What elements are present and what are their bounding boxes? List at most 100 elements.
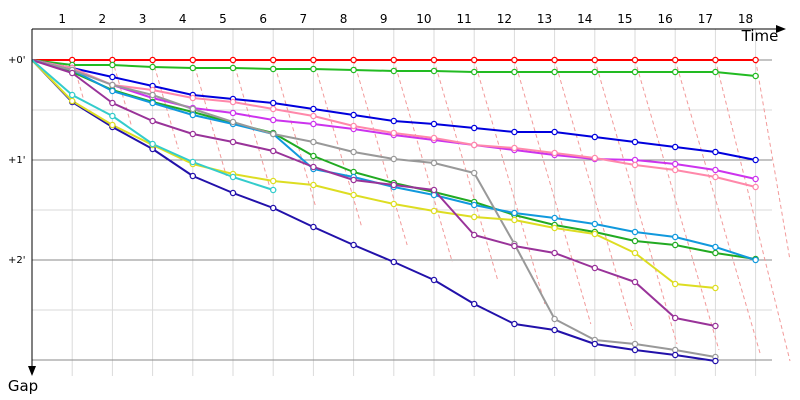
- data-point: [470, 213, 478, 221]
- data-point: [712, 284, 719, 292]
- data-point: [269, 130, 277, 138]
- data-point: [752, 156, 759, 164]
- data-point: [470, 141, 478, 149]
- data-point: [470, 124, 478, 132]
- series-line: [31, 59, 716, 289]
- lap-connector: [152, 59, 179, 150]
- data-point: [511, 56, 518, 64]
- lap-tick-label: 3: [139, 12, 147, 26]
- data-point: [631, 138, 639, 146]
- data-point: [310, 181, 317, 189]
- data-point: [551, 249, 558, 257]
- lap-connector-layer: [71, 59, 791, 362]
- data-point: [551, 214, 558, 222]
- data-point: [551, 56, 558, 64]
- lap-tick-label: 7: [300, 12, 308, 26]
- data-point: [109, 87, 116, 95]
- data-point: [149, 91, 156, 99]
- data-point: [189, 158, 197, 166]
- data-point: [109, 73, 116, 81]
- data-point: [470, 68, 478, 76]
- data-point: [229, 118, 237, 126]
- data-point: [269, 177, 277, 185]
- data-point: [752, 175, 759, 183]
- data-point: [591, 220, 599, 228]
- data-point: [671, 314, 679, 322]
- data-point: [631, 228, 639, 236]
- lap-tick-label: 10: [416, 12, 431, 26]
- lap-connector: [674, 59, 762, 356]
- data-point: [390, 200, 398, 208]
- series-layer: [31, 56, 759, 365]
- data-point: [390, 56, 398, 64]
- data-point: [109, 99, 116, 107]
- data-point: [390, 181, 398, 189]
- data-point: [310, 138, 317, 146]
- lap-tick-label: 12: [497, 12, 512, 26]
- lap-connector: [272, 59, 317, 209]
- data-point: [591, 230, 599, 238]
- data-point: [712, 322, 719, 330]
- series-line: [31, 59, 716, 327]
- data-point: [470, 231, 478, 239]
- lap-connector: [473, 59, 546, 305]
- lap-connector: [554, 59, 634, 331]
- data-point: [430, 207, 438, 215]
- data-point: [269, 186, 277, 194]
- data-point: [350, 66, 357, 74]
- data-point: [229, 64, 237, 72]
- lap-tick-label: 13: [537, 12, 552, 26]
- axes-layer: Time Gap: [8, 25, 786, 395]
- lap-connector: [192, 59, 227, 177]
- gap-tick-label: +0': [8, 55, 26, 66]
- data-point: [511, 128, 518, 136]
- data-point: [631, 249, 639, 257]
- data-point: [269, 147, 277, 155]
- data-point: [310, 152, 317, 160]
- gap-tick-label: +2': [8, 255, 26, 266]
- data-point: [68, 91, 76, 99]
- data-point: [712, 68, 719, 76]
- data-point: [68, 69, 76, 77]
- lap-connector: [513, 59, 592, 325]
- lap-tick-label: 1: [58, 12, 66, 26]
- data-point: [712, 173, 719, 181]
- data-point: [109, 81, 116, 89]
- data-point: [752, 256, 759, 264]
- data-point: [671, 241, 679, 249]
- data-point: [310, 120, 317, 128]
- data-point: [511, 216, 518, 224]
- data-point: [712, 243, 719, 251]
- data-point: [269, 56, 277, 64]
- gap-tick-label: +1': [8, 155, 26, 166]
- data-point: [631, 340, 639, 348]
- data-point: [631, 161, 639, 169]
- data-point: [350, 176, 357, 184]
- data-point: [631, 346, 639, 354]
- data-point: [229, 109, 237, 117]
- data-point: [511, 209, 518, 217]
- data-point: [470, 56, 478, 64]
- data-point: [752, 56, 759, 64]
- data-point: [109, 112, 116, 120]
- lap-connector: [755, 59, 791, 261]
- data-point: [631, 56, 639, 64]
- data-point: [712, 56, 719, 64]
- x-axis-title: Time: [741, 27, 779, 45]
- data-point: [269, 116, 277, 124]
- data-point: [269, 204, 277, 212]
- data-point: [390, 129, 398, 137]
- data-point: [551, 224, 558, 232]
- data-point: [390, 155, 398, 163]
- lap-tick-label: 5: [219, 12, 227, 26]
- data-point: [269, 65, 277, 73]
- lap-tick-label: 17: [698, 12, 713, 26]
- data-point: [752, 72, 759, 80]
- data-point: [712, 166, 719, 174]
- data-point: [551, 315, 558, 323]
- data-point: [350, 241, 357, 249]
- data-point: [470, 169, 478, 177]
- data-point: [229, 56, 237, 64]
